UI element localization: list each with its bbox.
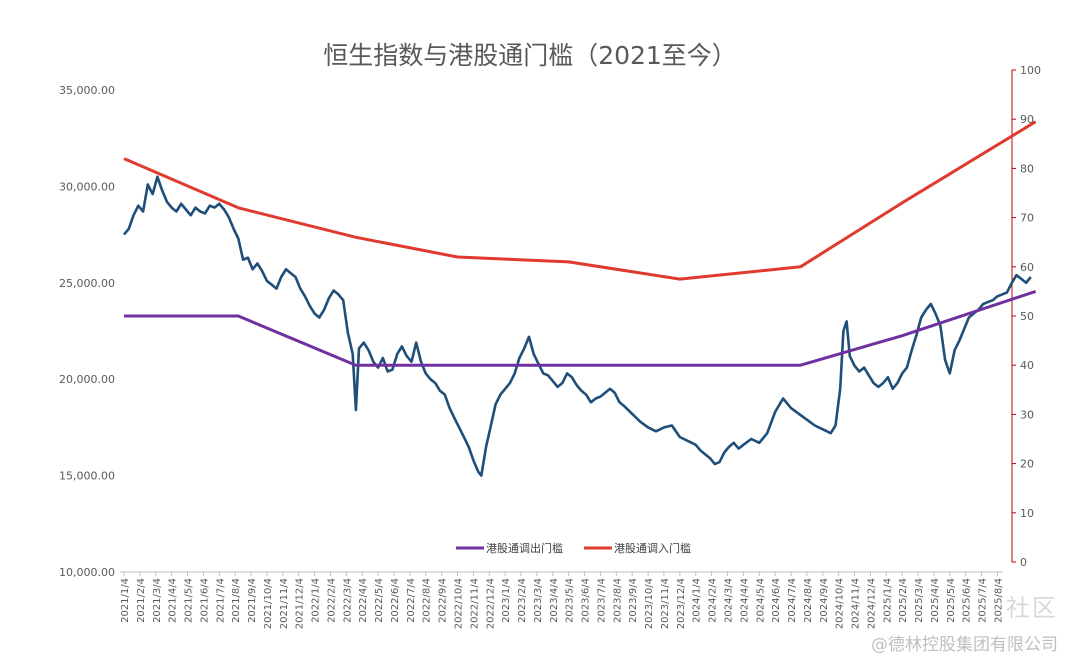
x-tick-label: 2023/9/4 <box>628 578 639 623</box>
right-tick-label: 60 <box>1020 261 1034 274</box>
x-tick-label: 2024/3/4 <box>723 578 734 623</box>
x-tick-label: 2025/1/4 <box>882 578 893 623</box>
x-tick-label: 2024/11/4 <box>851 578 862 629</box>
x-tick-label: 2021/12/4 <box>295 578 306 629</box>
x-tick-label: 2024/12/4 <box>866 578 877 629</box>
x-tick-label: 2025/7/4 <box>978 578 989 623</box>
x-tick-label: 2021/4/4 <box>168 578 179 623</box>
right-tick-label: 10 <box>1020 507 1034 520</box>
right-tick-label: 0 <box>1020 556 1027 569</box>
series-line <box>122 175 1032 477</box>
x-tick-label: 2024/2/4 <box>708 578 719 623</box>
x-tick-label: 2022/12/4 <box>485 578 496 629</box>
left-tick-label: 20,000.00 <box>59 373 115 386</box>
series-line <box>124 289 1037 367</box>
left-tick-label: 10,000.00 <box>59 566 115 579</box>
x-tick-label: 2023/11/4 <box>660 578 671 629</box>
x-tick-label: 2023/3/4 <box>533 578 544 623</box>
legend-label: 港股通调出门槛 <box>486 541 563 555</box>
right-tick-label: 80 <box>1020 162 1034 175</box>
x-tick-label: 2022/3/4 <box>342 578 353 623</box>
series-line <box>123 120 1037 281</box>
chart-legend: 港股通调出门槛 港股通调入门槛 <box>456 541 691 555</box>
x-tick-label: 2022/10/4 <box>454 578 465 629</box>
x-tick-label: 2021/1/4 <box>120 578 131 623</box>
x-tick-label: 2022/4/4 <box>358 578 369 623</box>
x-tick-label: 2022/11/4 <box>469 578 480 629</box>
x-tick-label: 2023/10/4 <box>644 578 655 629</box>
x-tick-label: 2023/1/4 <box>501 578 512 623</box>
x-tick-label: 2025/5/4 <box>946 578 957 623</box>
x-tick-label: 2025/6/4 <box>962 578 973 623</box>
x-tick-label: 2023/8/4 <box>612 578 623 623</box>
chart-axes: 10,000.00 15,000.00 20,000.00 25,000.00 30,0… <box>59 64 1041 629</box>
x-tick-label: 2021/10/4 <box>263 578 274 629</box>
chart-title: 恒生指数与港股通门槛（2021至今） <box>323 41 737 70</box>
x-tick-label: 2024/7/4 <box>787 578 798 623</box>
right-tick-label: 70 <box>1020 212 1034 225</box>
left-tick-label: 30,000.00 <box>59 180 115 193</box>
left-tick-label: 15,000.00 <box>59 470 115 483</box>
x-tick-label: 2023/4/4 <box>549 578 560 623</box>
x-tick-label: 2021/11/4 <box>279 578 290 629</box>
right-tick-label: 30 <box>1020 408 1034 421</box>
right-tick-label: 40 <box>1020 359 1034 372</box>
x-tick-label: 2023/6/4 <box>581 578 592 623</box>
x-tick-label: 2022/5/4 <box>374 578 385 623</box>
right-tick-label: 90 <box>1020 113 1034 126</box>
x-tick-label: 2024/9/4 <box>819 578 830 623</box>
right-tick-label: 100 <box>1020 64 1041 77</box>
x-tick-label: 2021/2/4 <box>136 578 147 623</box>
x-tick-label: 2021/7/4 <box>215 578 226 623</box>
watermark: @德林控股集团有限公司 <box>871 635 1058 655</box>
left-tick-label: 25,000.00 <box>59 277 115 290</box>
x-tick-label: 2021/6/4 <box>199 578 210 623</box>
x-tick-label: 2023/5/4 <box>565 578 576 623</box>
x-tick-label: 2024/1/4 <box>692 578 703 623</box>
x-tick-label: 2022/6/4 <box>390 578 401 623</box>
x-tick-label: 2024/5/4 <box>755 578 766 623</box>
x-tick-label: 2021/8/4 <box>231 578 242 623</box>
series-layer <box>122 120 1037 477</box>
legend-label: 港股通调入门槛 <box>614 541 691 555</box>
x-tick-label: 2023/2/4 <box>517 578 528 623</box>
watermark-overlay: 社区 <box>1006 594 1058 622</box>
x-tick-label: 2022/8/4 <box>422 578 433 623</box>
x-tick-label: 2024/6/4 <box>771 578 782 623</box>
right-tick-label: 50 <box>1020 310 1034 323</box>
x-tick-label: 2024/4/4 <box>739 578 750 623</box>
x-tick-label: 2025/3/4 <box>914 578 925 623</box>
x-tick-label: 2021/5/4 <box>184 578 195 623</box>
right-tick-label: 20 <box>1020 458 1034 471</box>
x-tick-label: 2024/8/4 <box>803 578 814 623</box>
x-tick-label: 2021/3/4 <box>152 578 163 623</box>
x-tick-label: 2021/9/4 <box>247 578 258 623</box>
x-tick-label: 2025/2/4 <box>898 578 909 623</box>
x-tick-label: 2025/4/4 <box>930 578 941 623</box>
x-tick-label: 2022/2/4 <box>326 578 337 623</box>
x-tick-label: 2022/7/4 <box>406 578 417 623</box>
x-tick-label: 2024/10/4 <box>835 578 846 629</box>
x-tick-label: 2023/7/4 <box>596 578 607 623</box>
x-tick-label: 2022/9/4 <box>438 578 449 623</box>
x-tick-label: 2025/8/4 <box>993 578 1004 623</box>
left-tick-label: 35,000.00 <box>59 84 115 97</box>
x-tick-label: 2023/12/4 <box>676 578 687 629</box>
x-tick-label: 2022/1/4 <box>311 578 322 623</box>
